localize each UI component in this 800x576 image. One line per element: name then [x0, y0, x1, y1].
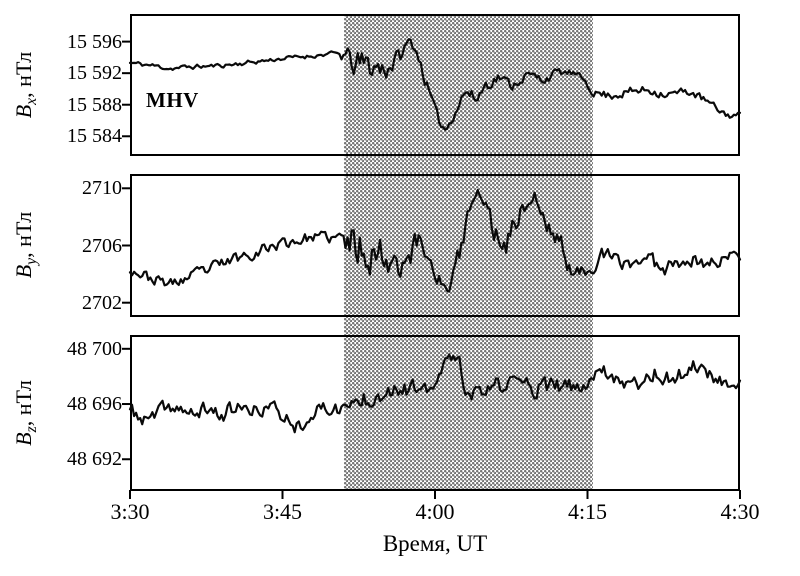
y-tick-label: 2706 [82, 234, 122, 257]
by-subscript: y [23, 257, 41, 265]
y-tick-label: 2702 [82, 291, 122, 314]
data-trace-bz [128, 353, 742, 434]
y-tick-label: 15 592 [67, 62, 122, 85]
panel-bz [122, 335, 742, 499]
x-tick-label: 4:15 [567, 499, 608, 524]
panel-border [130, 174, 740, 317]
data-trace-bx [128, 38, 742, 131]
y-tick-label: 2710 [82, 177, 122, 200]
y-tick-label: 48 692 [67, 448, 122, 471]
data-trace-by [128, 189, 742, 293]
x-tick-label: 4:30 [720, 499, 760, 524]
bz-symbol: B [10, 432, 36, 446]
x-tick-label: 4:00 [415, 499, 455, 524]
x-axis-label: Время, UT [382, 531, 488, 556]
x-tick-label: 3:45 [262, 499, 303, 524]
y-tick-label: 15 596 [67, 30, 122, 53]
panel-by [122, 174, 742, 317]
station-label: MHV [146, 88, 199, 112]
bz-subscript: z [23, 426, 41, 433]
y-tick-label: 48 700 [67, 337, 122, 360]
panel-border [130, 335, 740, 491]
y-tick-label: 15 588 [67, 93, 122, 116]
x-tick-label: 3:30 [110, 499, 150, 524]
panel-border [130, 14, 740, 156]
panel-bx [122, 14, 742, 156]
by-symbol: B [10, 264, 36, 279]
y-tick-label: 15 584 [67, 125, 122, 148]
y-tick-label: 48 696 [67, 393, 122, 416]
